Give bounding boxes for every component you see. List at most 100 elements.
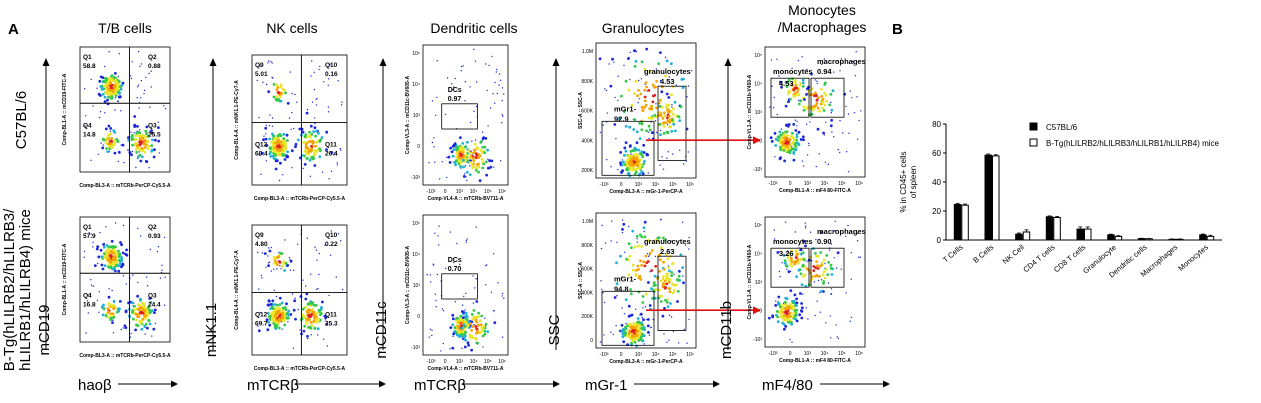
y-tick-label: 800K [581,79,593,85]
scatter-point [475,331,478,335]
scatter-point [781,310,785,314]
scatter-point [792,158,796,162]
y-tick-label: 10³ [413,283,421,289]
scatter-point [147,319,151,323]
bar [1022,231,1031,241]
scatter-point [107,124,111,128]
scatter-point [464,338,467,342]
scatter-point [107,303,111,307]
scatter-point [259,311,261,314]
scatter-point [257,325,259,327]
scatter-point [824,161,827,163]
scatter-point [163,304,166,306]
y-tick-label: 10³ [755,280,763,286]
y-tick-label: 0 [417,314,420,320]
x-tick-label: 10⁵ [484,189,492,195]
scatter-point [668,125,672,129]
scatter-point [822,258,826,262]
scatter-point [113,258,117,262]
x-tick-label: 10³ [456,189,464,195]
scatter-point [101,267,105,271]
plot-x-label: Comp-BL3-A :: mGr-1-PerCP-A [609,189,683,195]
scatter-point [474,139,477,141]
scatter-point [323,314,327,318]
scatter-point [681,266,684,269]
scatter-point [445,267,447,270]
scatter-point [467,343,470,347]
scatter-point [278,261,282,264]
scatter-point [784,318,788,322]
scatter-point [306,108,309,111]
scatter-point [814,266,818,270]
plot-x-label: Comp-BL1-A :: mF4 80-FITC-A [779,188,851,194]
scatter-point [288,117,291,119]
scatter-point [98,311,100,313]
scatter-point [282,306,286,310]
scatter-point [302,329,306,333]
scatter-point [677,342,680,344]
scatter-point [787,123,791,126]
scatter-point [102,144,104,146]
scatter-point [459,161,463,164]
scatter-point [830,243,833,245]
scatter-point [624,149,628,153]
bar-category-label: B Cells [971,242,995,264]
scatter-point [821,100,825,104]
scatter-point [96,245,100,249]
scatter-point [625,322,627,325]
scatter-point [116,86,120,90]
scatter-point [136,125,139,128]
scatter-point [623,110,626,113]
plot-x-label: Comp-BL3-A :: mGr-1-PerCP-A [609,359,683,365]
scatter-point [148,311,152,314]
scatter-point [643,343,645,345]
scatter-point [146,285,149,287]
scatter-point [795,135,799,139]
scatter-point [130,131,132,133]
scatter-point [112,315,116,319]
scatter-point [328,178,330,180]
scatter-point [501,87,504,89]
scatter-point [93,264,97,267]
scatter-point [485,63,487,65]
scatter-point [772,107,775,109]
scatter-point [475,154,479,158]
scatter-point [819,311,822,313]
scatter-point [802,108,806,112]
scatter-point [776,113,778,116]
scatter-point [652,281,656,285]
scatter-point [637,339,641,342]
scatter-point [779,133,783,137]
scatter-point [628,156,631,160]
scatter-point [822,290,825,293]
scatter-point [491,55,493,58]
scatter-point [633,146,637,150]
scatter-point [108,258,111,261]
scatter-point [314,144,318,148]
x-tick-label: 10⁶ [686,182,694,188]
scatter-point [637,268,640,271]
flow-plot: Comp-BL3-A :: mTCRb-PerCP-Cy5.5-AComp-BL… [62,216,171,359]
scatter-point [840,268,842,270]
scatter-point [283,145,287,149]
scatter-point [788,311,792,315]
scatter-point [788,97,792,101]
scatter-point [294,142,298,146]
scatter-point [106,150,110,154]
scatter-point [633,49,637,53]
scatter-point [478,154,482,158]
scatter-point [857,138,859,140]
scatter-point [824,93,828,97]
scatter-point [152,155,156,159]
y-tick-label: 0 [759,309,762,315]
scatter-point [629,292,633,296]
scatter-point [501,100,503,102]
scatter-point [672,288,676,292]
scatter-point [446,176,448,179]
scatter-point [681,86,685,89]
scatter-point [312,157,316,160]
scatter-point [105,147,108,150]
scatter-point [470,336,474,340]
scatter-point [284,91,287,95]
scatter-point [132,304,136,308]
